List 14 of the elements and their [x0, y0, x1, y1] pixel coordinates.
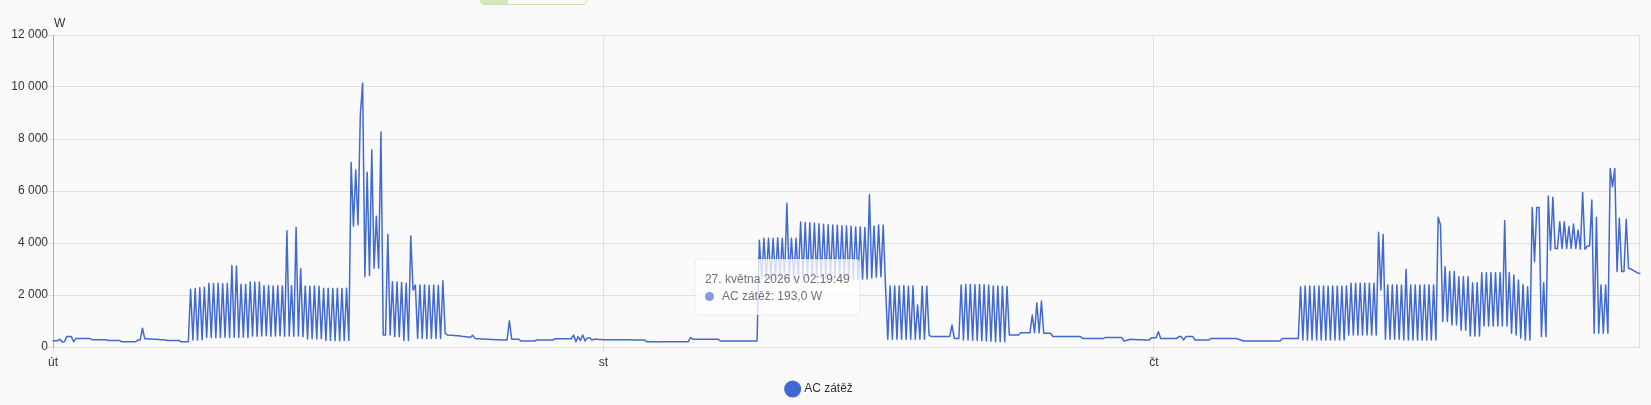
legend-label: AC zátěž	[804, 381, 853, 396]
y-tick-label: 4 000	[17, 235, 49, 250]
y-tick-label: 6 000	[17, 183, 49, 198]
annotation: AC zátěž: 193,0 W	[721, 289, 823, 304]
annotation: 27. května 2026 v 02:19:49	[704, 272, 851, 287]
x-tick-label: st	[598, 354, 609, 369]
y-tick-label: 10 000	[11, 79, 49, 94]
y-tick-label: 2 000	[17, 287, 49, 302]
y-axis-title: W	[54, 16, 66, 30]
y-tick-label: 0	[41, 339, 49, 354]
x-tick-label: út	[47, 354, 59, 369]
y-tick-label: 12 000	[11, 27, 49, 42]
x-tick-label: čt	[1149, 354, 1160, 369]
y-tick-label: 8 000	[17, 131, 49, 146]
